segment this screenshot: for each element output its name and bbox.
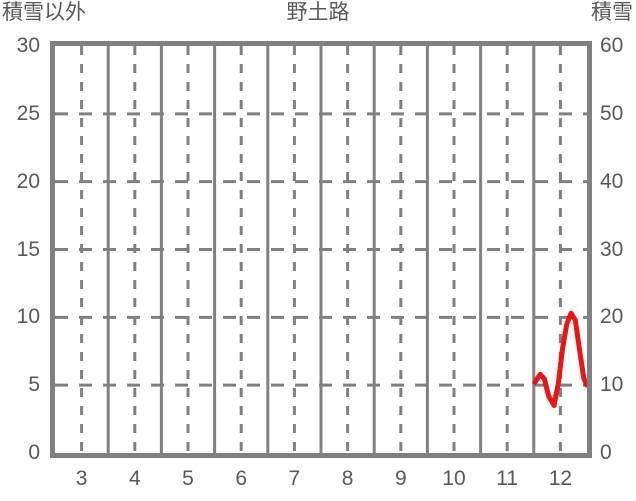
y-axis-tick-left-5: 5 (28, 373, 40, 397)
x-axis-tick-9: 9 (394, 467, 407, 490)
y-axis-tick-left-25: 25 (16, 101, 40, 125)
x-axis-tick-10: 10 (442, 467, 466, 490)
y-axis-tick-right-60: 60 (600, 34, 624, 57)
y-axis-tick-right-50: 50 (600, 101, 624, 125)
y-axis-tick-left-10: 10 (16, 305, 40, 329)
x-axis-tick-6: 6 (235, 467, 248, 490)
plot-area (50, 41, 592, 458)
y-axis-tick-left-15: 15 (16, 237, 40, 261)
y-axis-tick-left-20: 20 (16, 169, 40, 193)
y-axis-tick-right-0: 0 (600, 441, 612, 464)
y-axis-tick-right-30: 30 (600, 237, 624, 261)
x-axis-tick-7: 7 (288, 467, 301, 490)
x-axis-tick-8: 8 (341, 467, 354, 490)
x-axis-tick-3: 3 (75, 467, 88, 490)
x-axis-tick-5: 5 (182, 467, 194, 490)
x-axis-tick-12: 12 (548, 467, 573, 490)
page-title: 野土路 (286, 1, 350, 24)
y-axis-tick-left-0: 0 (28, 441, 40, 464)
y-axis-tick-right-40: 40 (600, 169, 624, 193)
x-axis-tick-4: 4 (128, 467, 141, 490)
series-snow-line (532, 310, 587, 409)
x-axis-tick-11: 11 (496, 467, 519, 490)
series-line-0 (532, 310, 587, 409)
y-axis-tick-left-30: 30 (16, 34, 40, 57)
y-axis-tick-right-10: 10 (600, 373, 624, 397)
grid-lines (55, 46, 587, 453)
left-axis-unit-label: 積雪以外 (2, 1, 86, 24)
right-axis-unit-label: 積雪 (591, 1, 633, 24)
y-axis-tick-right-20: 20 (600, 305, 624, 329)
